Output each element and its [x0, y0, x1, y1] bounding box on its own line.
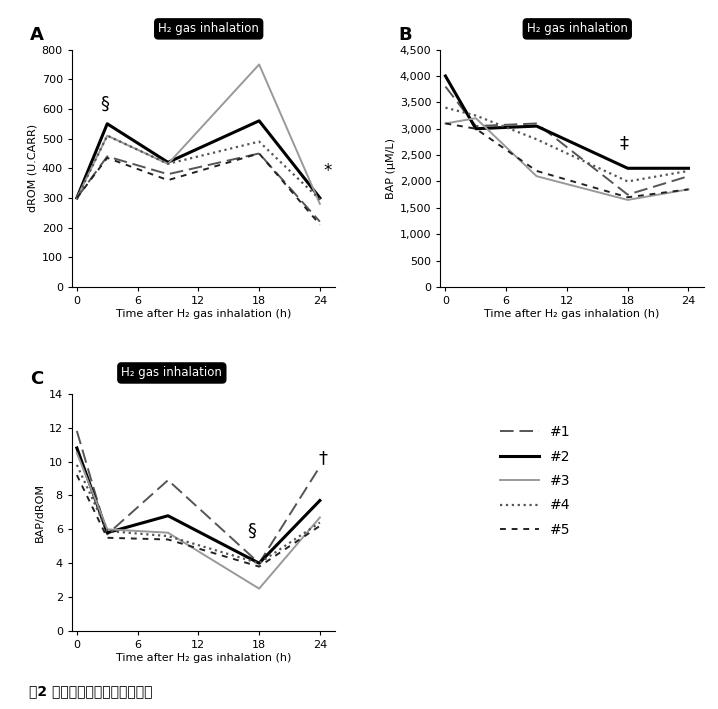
X-axis label: Time after H₂ gas inhalation (h): Time after H₂ gas inhalation (h)	[485, 308, 660, 319]
Text: §: §	[100, 94, 109, 113]
X-axis label: Time after H₂ gas inhalation (h): Time after H₂ gas inhalation (h)	[116, 308, 291, 319]
Text: *: *	[324, 162, 332, 180]
Text: ‡: ‡	[620, 135, 628, 152]
Text: C: C	[29, 370, 43, 388]
Text: B: B	[398, 26, 412, 44]
Y-axis label: dROM (U.CARR): dROM (U.CARR)	[27, 124, 37, 212]
X-axis label: Time after H₂ gas inhalation (h): Time after H₂ gas inhalation (h)	[116, 653, 291, 663]
Text: A: A	[29, 26, 44, 44]
Text: H₂ gas inhalation: H₂ gas inhalation	[527, 23, 628, 35]
Text: †: †	[319, 449, 328, 467]
Text: H₂ gas inhalation: H₂ gas inhalation	[121, 367, 223, 379]
Legend: #1, #2, #3, #4, #5: #1, #2, #3, #4, #5	[495, 420, 577, 542]
Text: 图2 氢气吸入对氧化指标的影响: 图2 氢气吸入对氧化指标的影响	[29, 684, 152, 698]
Y-axis label: BAP (μM/L): BAP (μM/L)	[386, 138, 396, 199]
Text: §: §	[247, 522, 256, 540]
Text: H₂ gas inhalation: H₂ gas inhalation	[158, 23, 259, 35]
Y-axis label: BAP/dROM: BAP/dROM	[34, 483, 45, 542]
